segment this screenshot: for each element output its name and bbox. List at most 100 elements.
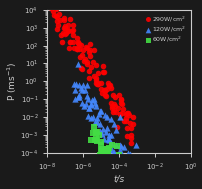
290W/cm$^2$ bbox=[72, 47, 76, 50]
120W/cm$^2$ bbox=[77, 94, 80, 97]
290W/cm$^2$ bbox=[63, 26, 66, 29]
60W/cm$^2$ bbox=[126, 179, 129, 182]
60W/cm$^2$ bbox=[117, 156, 121, 159]
120W/cm$^2$ bbox=[128, 152, 131, 155]
290W/cm$^2$ bbox=[122, 119, 125, 122]
120W/cm$^2$ bbox=[120, 154, 123, 157]
120W/cm$^2$ bbox=[93, 121, 96, 124]
60W/cm$^2$ bbox=[115, 144, 118, 147]
120W/cm$^2$ bbox=[144, 177, 148, 180]
290W/cm$^2$ bbox=[99, 82, 102, 85]
120W/cm$^2$ bbox=[126, 157, 130, 160]
120W/cm$^2$ bbox=[145, 183, 149, 186]
120W/cm$^2$ bbox=[114, 129, 117, 132]
290W/cm$^2$ bbox=[127, 114, 130, 117]
60W/cm$^2$ bbox=[115, 162, 118, 165]
120W/cm$^2$ bbox=[93, 102, 96, 105]
120W/cm$^2$ bbox=[107, 138, 110, 141]
290W/cm$^2$ bbox=[88, 54, 91, 57]
120W/cm$^2$ bbox=[107, 148, 110, 151]
290W/cm$^2$ bbox=[124, 117, 127, 120]
60W/cm$^2$ bbox=[97, 133, 100, 136]
290W/cm$^2$ bbox=[49, 6, 52, 9]
290W/cm$^2$ bbox=[64, 32, 67, 35]
120W/cm$^2$ bbox=[76, 63, 79, 66]
60W/cm$^2$ bbox=[131, 188, 134, 189]
120W/cm$^2$ bbox=[139, 175, 142, 178]
120W/cm$^2$ bbox=[103, 114, 106, 117]
120W/cm$^2$ bbox=[81, 84, 84, 87]
290W/cm$^2$ bbox=[95, 83, 98, 86]
120W/cm$^2$ bbox=[112, 123, 115, 126]
120W/cm$^2$ bbox=[109, 141, 112, 144]
120W/cm$^2$ bbox=[89, 103, 92, 106]
290W/cm$^2$ bbox=[92, 48, 96, 51]
120W/cm$^2$ bbox=[108, 133, 112, 136]
290W/cm$^2$ bbox=[54, 8, 57, 11]
Y-axis label: P (ms$^{-1}$): P (ms$^{-1}$) bbox=[5, 62, 19, 101]
120W/cm$^2$ bbox=[92, 97, 95, 100]
290W/cm$^2$ bbox=[80, 53, 84, 57]
290W/cm$^2$ bbox=[125, 112, 128, 115]
290W/cm$^2$ bbox=[68, 17, 71, 20]
120W/cm$^2$ bbox=[87, 107, 90, 110]
60W/cm$^2$ bbox=[124, 187, 127, 189]
290W/cm$^2$ bbox=[120, 111, 123, 114]
120W/cm$^2$ bbox=[141, 187, 144, 189]
290W/cm$^2$ bbox=[79, 67, 82, 70]
120W/cm$^2$ bbox=[100, 133, 103, 136]
60W/cm$^2$ bbox=[127, 185, 130, 188]
290W/cm$^2$ bbox=[62, 26, 66, 29]
290W/cm$^2$ bbox=[116, 106, 119, 109]
290W/cm$^2$ bbox=[57, 12, 60, 15]
120W/cm$^2$ bbox=[127, 164, 130, 167]
120W/cm$^2$ bbox=[80, 101, 83, 104]
290W/cm$^2$ bbox=[84, 46, 87, 49]
290W/cm$^2$ bbox=[52, 14, 55, 17]
120W/cm$^2$ bbox=[95, 116, 99, 119]
60W/cm$^2$ bbox=[105, 147, 108, 150]
290W/cm$^2$ bbox=[125, 126, 128, 129]
290W/cm$^2$ bbox=[50, 0, 53, 2]
60W/cm$^2$ bbox=[127, 181, 130, 184]
290W/cm$^2$ bbox=[119, 98, 122, 101]
290W/cm$^2$ bbox=[104, 94, 107, 98]
120W/cm$^2$ bbox=[125, 155, 128, 158]
60W/cm$^2$ bbox=[115, 163, 118, 166]
120W/cm$^2$ bbox=[105, 126, 108, 129]
290W/cm$^2$ bbox=[123, 120, 127, 123]
290W/cm$^2$ bbox=[113, 96, 116, 99]
60W/cm$^2$ bbox=[111, 171, 114, 174]
120W/cm$^2$ bbox=[79, 86, 82, 89]
120W/cm$^2$ bbox=[141, 184, 145, 187]
290W/cm$^2$ bbox=[103, 90, 106, 93]
120W/cm$^2$ bbox=[101, 127, 104, 130]
120W/cm$^2$ bbox=[143, 184, 146, 187]
290W/cm$^2$ bbox=[92, 75, 95, 78]
290W/cm$^2$ bbox=[94, 82, 97, 85]
120W/cm$^2$ bbox=[102, 137, 105, 140]
290W/cm$^2$ bbox=[123, 112, 127, 115]
290W/cm$^2$ bbox=[96, 82, 99, 85]
120W/cm$^2$ bbox=[89, 116, 92, 119]
290W/cm$^2$ bbox=[96, 72, 99, 75]
120W/cm$^2$ bbox=[85, 84, 88, 87]
120W/cm$^2$ bbox=[122, 160, 125, 163]
120W/cm$^2$ bbox=[87, 107, 90, 110]
120W/cm$^2$ bbox=[130, 175, 133, 178]
120W/cm$^2$ bbox=[109, 118, 112, 121]
60W/cm$^2$ bbox=[100, 148, 103, 151]
120W/cm$^2$ bbox=[130, 175, 134, 178]
290W/cm$^2$ bbox=[78, 56, 81, 59]
120W/cm$^2$ bbox=[82, 104, 85, 107]
60W/cm$^2$ bbox=[99, 143, 103, 146]
290W/cm$^2$ bbox=[130, 122, 134, 125]
290W/cm$^2$ bbox=[94, 63, 98, 66]
290W/cm$^2$ bbox=[55, 27, 59, 30]
290W/cm$^2$ bbox=[75, 46, 78, 49]
X-axis label: t/s: t/s bbox=[113, 174, 124, 184]
290W/cm$^2$ bbox=[77, 47, 80, 50]
290W/cm$^2$ bbox=[126, 111, 129, 114]
290W/cm$^2$ bbox=[129, 136, 132, 139]
120W/cm$^2$ bbox=[120, 154, 123, 157]
